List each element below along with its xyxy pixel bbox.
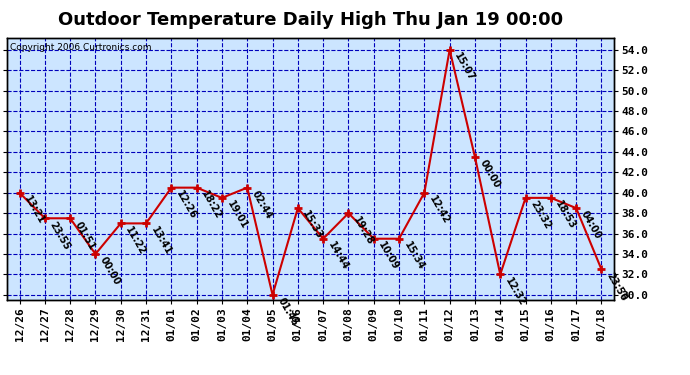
Text: 00:00: 00:00 <box>477 158 502 190</box>
Text: 13:41: 13:41 <box>149 225 173 256</box>
Text: 12:42: 12:42 <box>427 194 451 226</box>
Text: 15:07: 15:07 <box>453 51 477 83</box>
Text: 11:22: 11:22 <box>124 225 148 256</box>
Text: 23:56: 23:56 <box>604 271 629 303</box>
Text: Outdoor Temperature Daily High Thu Jan 19 00:00: Outdoor Temperature Daily High Thu Jan 1… <box>58 11 563 29</box>
Text: 01:51: 01:51 <box>73 220 97 252</box>
Text: 19:28: 19:28 <box>351 214 375 246</box>
Text: 18:53: 18:53 <box>553 199 578 231</box>
Text: 18:22: 18:22 <box>199 189 224 221</box>
Text: 23:32: 23:32 <box>529 199 553 231</box>
Text: 14:44: 14:44 <box>326 240 350 272</box>
Text: 10:09: 10:09 <box>377 240 401 272</box>
Text: 15:34: 15:34 <box>402 240 426 272</box>
Text: 15:33: 15:33 <box>301 210 325 241</box>
Text: 12:26: 12:26 <box>174 189 198 221</box>
Text: 02:44: 02:44 <box>250 189 274 221</box>
Text: 01:45: 01:45 <box>275 296 299 328</box>
Text: Copyright 2006 Curtronics.com: Copyright 2006 Curtronics.com <box>10 43 151 52</box>
Text: 13:21: 13:21 <box>22 194 46 226</box>
Text: 00:00: 00:00 <box>98 255 122 287</box>
Text: 12:32: 12:32 <box>503 276 527 308</box>
Text: 23:55: 23:55 <box>48 220 72 252</box>
Text: 19:01: 19:01 <box>225 199 249 231</box>
Text: 04:00: 04:00 <box>579 210 603 241</box>
